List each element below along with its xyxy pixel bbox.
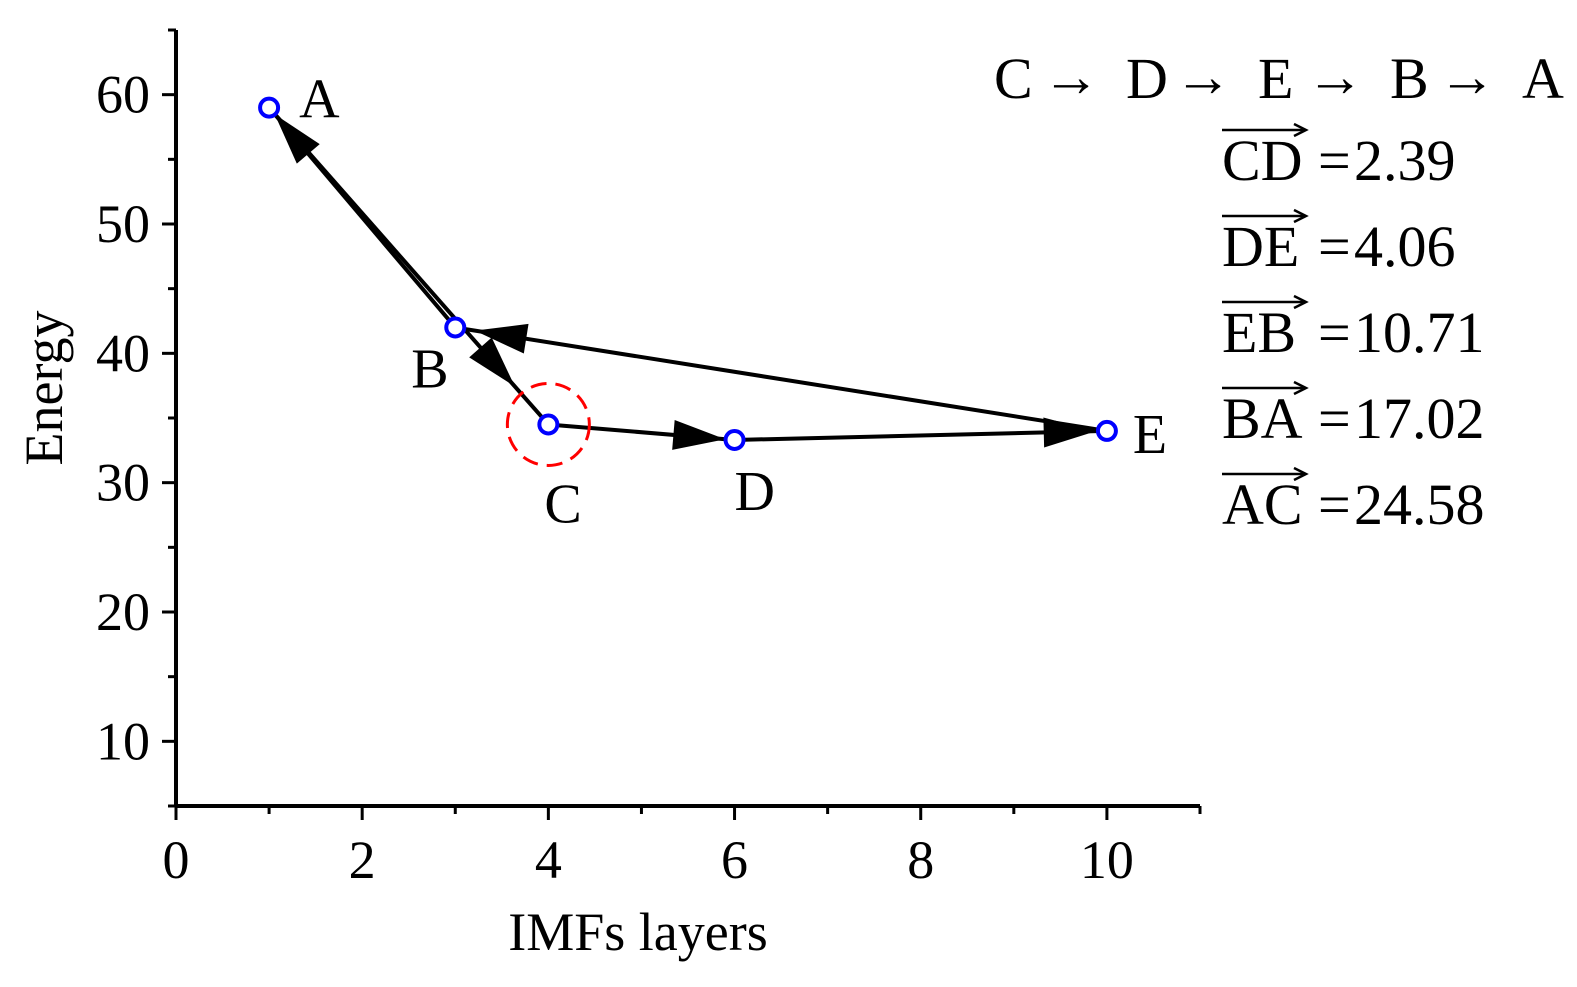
arrow-paths (267, 106, 1108, 450)
point-label-E: E (1133, 404, 1167, 466)
distance-value-DE: 4.06 (1354, 214, 1456, 279)
equals-sign: = (1318, 386, 1351, 451)
arrowhead-EB (474, 323, 529, 354)
axes (162, 28, 1202, 820)
distance-value-EB: 10.71 (1354, 300, 1485, 365)
y-tick-label: 40 (96, 323, 150, 383)
y-tick-label: 20 (96, 582, 150, 642)
point-label-B: B (411, 338, 448, 400)
data-point-C (537, 413, 560, 436)
data-point-D (723, 428, 746, 451)
x-tick-label: 0 (163, 830, 190, 890)
x-axis-title: IMFs layers (508, 902, 767, 962)
sequence-node-C: C (994, 46, 1033, 111)
point-label-C: C (544, 473, 581, 535)
x-tick-label: 6 (721, 830, 748, 890)
equals-sign: = (1318, 128, 1351, 193)
data-point-B (444, 316, 467, 339)
distance-value-CD: 2.39 (1354, 128, 1456, 193)
sequence-arrow: → (1438, 44, 1496, 109)
y-axis-title: Energy (14, 311, 74, 466)
path-segment-EB (454, 325, 1108, 433)
distance-label-DE: DE (1222, 214, 1299, 279)
vector-overline-head (1293, 294, 1309, 310)
x-tick-label: 4 (535, 830, 562, 890)
vector-overline-head (1293, 122, 1309, 138)
arrowhead-DE (1043, 417, 1096, 448)
distance-value-BA: 17.02 (1354, 386, 1485, 451)
point-label-A: A (299, 69, 340, 131)
equals-sign: = (1318, 472, 1351, 537)
sequence-node-D: D (1126, 46, 1168, 111)
x-tick-label: 2 (349, 830, 376, 890)
x-tick-label: 10 (1080, 830, 1134, 890)
x-tick-label: 8 (907, 830, 934, 890)
y-tick-label: 30 (96, 453, 150, 513)
vector-overline-head (1293, 380, 1309, 396)
equals-sign: = (1318, 214, 1351, 279)
distance-label-AC: AC (1222, 472, 1303, 537)
y-tick-label: 60 (96, 65, 150, 125)
sequence-node-E: E (1258, 46, 1293, 111)
arrowhead-CD (672, 419, 726, 450)
arrowhead-AC (469, 337, 515, 387)
sequence-node-B: B (1390, 46, 1429, 111)
equals-sign: = (1318, 300, 1351, 365)
highlight-circle-C (505, 381, 591, 467)
distance-label-BA: BA (1222, 386, 1303, 451)
sequence-arrow: → (1174, 44, 1232, 109)
point-label-D: D (735, 461, 775, 523)
sequence-arrow: → (1306, 44, 1364, 109)
distance-label-CD: CD (1222, 128, 1303, 193)
distance-label-EB: EB (1222, 300, 1296, 365)
axis-labels: 10 20 30 40 50 60 0 2 4 6 8 10 IMFs layers Energy (14, 65, 1134, 962)
data-point-A (258, 96, 281, 119)
sequence-node-A: A (1522, 46, 1564, 111)
sequence-arrow: → (1042, 44, 1100, 109)
distance-value-AC: 24.58 (1354, 472, 1485, 537)
y-tick-label: 10 (96, 711, 150, 771)
y-tick-label: 50 (96, 194, 150, 254)
vector-overline-head (1293, 466, 1309, 482)
vector-overline-head (1293, 208, 1309, 224)
data-point-E (1095, 419, 1118, 442)
data-points: A B C D E (258, 69, 1167, 535)
